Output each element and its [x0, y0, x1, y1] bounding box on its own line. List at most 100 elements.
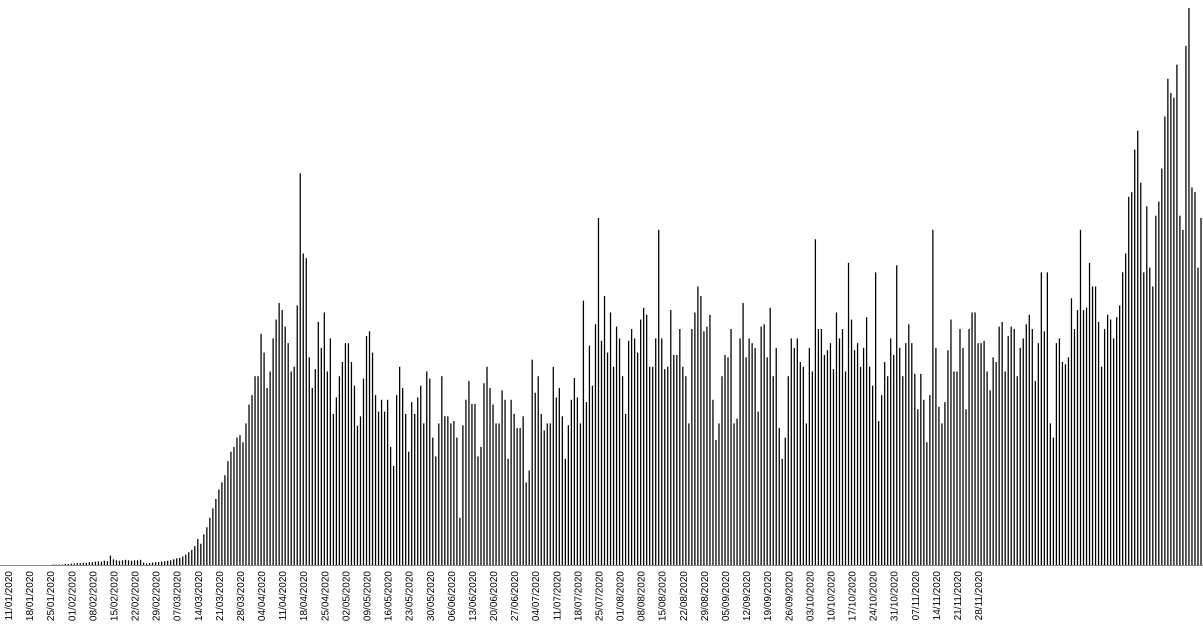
bar — [142, 562, 145, 565]
bar — [158, 562, 160, 565]
bar — [522, 416, 524, 565]
bars-group — [52, 8, 1202, 566]
bar — [549, 423, 551, 565]
bar — [112, 559, 115, 565]
bar — [281, 310, 283, 565]
bar — [697, 286, 699, 565]
bar — [383, 411, 386, 565]
bar — [564, 458, 566, 565]
bar — [727, 357, 729, 565]
bar — [76, 563, 78, 565]
bar — [414, 413, 416, 565]
bar — [124, 559, 127, 565]
bar — [826, 350, 829, 565]
bar — [700, 295, 702, 565]
bar — [748, 338, 750, 565]
bar — [1013, 328, 1015, 565]
bar — [245, 423, 247, 565]
bar — [670, 310, 672, 565]
bar — [962, 347, 964, 565]
bar — [573, 378, 576, 565]
x-axis-ticks: 11/01/2020 18/01/2020 25/01/2020 01/02/2020… — [4, 571, 985, 621]
bar — [447, 416, 449, 565]
bar — [1076, 310, 1079, 565]
bar — [257, 376, 259, 565]
bar — [781, 458, 783, 565]
bar — [203, 534, 205, 565]
bar — [676, 354, 678, 565]
bar — [778, 428, 780, 565]
bar — [483, 383, 485, 565]
bar — [462, 425, 464, 565]
bar — [938, 406, 940, 565]
bar — [658, 229, 660, 566]
bar — [766, 357, 768, 565]
bar — [664, 369, 666, 565]
bar — [326, 371, 328, 565]
bar — [862, 347, 865, 565]
bar — [820, 328, 823, 565]
bar — [260, 333, 262, 565]
bar — [200, 543, 202, 565]
bar — [667, 366, 669, 565]
bar — [359, 416, 362, 565]
x-tick-label: 21/11/2020 — [953, 571, 964, 621]
bar — [736, 418, 738, 565]
bar — [477, 456, 479, 565]
bar — [311, 387, 313, 565]
bar — [91, 562, 93, 565]
x-tick-label: 05/09/2020 — [721, 571, 732, 621]
bar — [847, 262, 850, 565]
bar — [347, 343, 350, 565]
bar — [793, 347, 795, 565]
bar — [1106, 314, 1109, 565]
bar — [694, 312, 696, 565]
x-tick-label: 11/04/2020 — [278, 571, 289, 621]
bar — [989, 390, 991, 565]
bar — [911, 343, 913, 565]
bar — [212, 508, 214, 565]
x-tick-label: 22/08/2020 — [679, 571, 690, 621]
bar — [1001, 321, 1003, 565]
bar — [130, 560, 133, 565]
bar — [992, 357, 994, 565]
bar — [230, 451, 232, 565]
bar — [1140, 182, 1142, 565]
bar — [389, 446, 392, 565]
bar — [1146, 206, 1148, 565]
bar — [287, 343, 289, 565]
x-tick-label: 12/09/2020 — [742, 571, 753, 621]
x-tick-label: 25/04/2020 — [320, 571, 331, 621]
bar — [263, 352, 265, 565]
bar — [899, 347, 901, 565]
bar — [1034, 380, 1036, 565]
bar — [832, 369, 835, 565]
bar — [471, 404, 473, 565]
bar — [468, 380, 470, 565]
bar — [405, 413, 407, 565]
bar — [420, 385, 422, 565]
bar — [1128, 196, 1130, 565]
bar — [399, 366, 401, 565]
bar — [609, 312, 612, 565]
bar — [980, 343, 982, 565]
bar — [432, 437, 434, 565]
x-tick-label: 21/03/2020 — [215, 571, 226, 621]
bar — [814, 239, 817, 566]
x-tick-label: 16/05/2020 — [384, 571, 395, 621]
bar — [368, 331, 371, 565]
bar — [706, 326, 708, 565]
bar — [504, 399, 506, 565]
bar — [941, 423, 943, 565]
bar — [887, 376, 889, 565]
bar — [254, 376, 256, 565]
bar — [932, 229, 934, 566]
bar — [890, 338, 892, 565]
bar — [1094, 286, 1097, 565]
x-tick-label: 24/10/2020 — [869, 571, 880, 621]
bar — [986, 371, 988, 565]
bar — [429, 378, 431, 565]
bar — [308, 357, 310, 565]
bar — [1097, 321, 1100, 565]
